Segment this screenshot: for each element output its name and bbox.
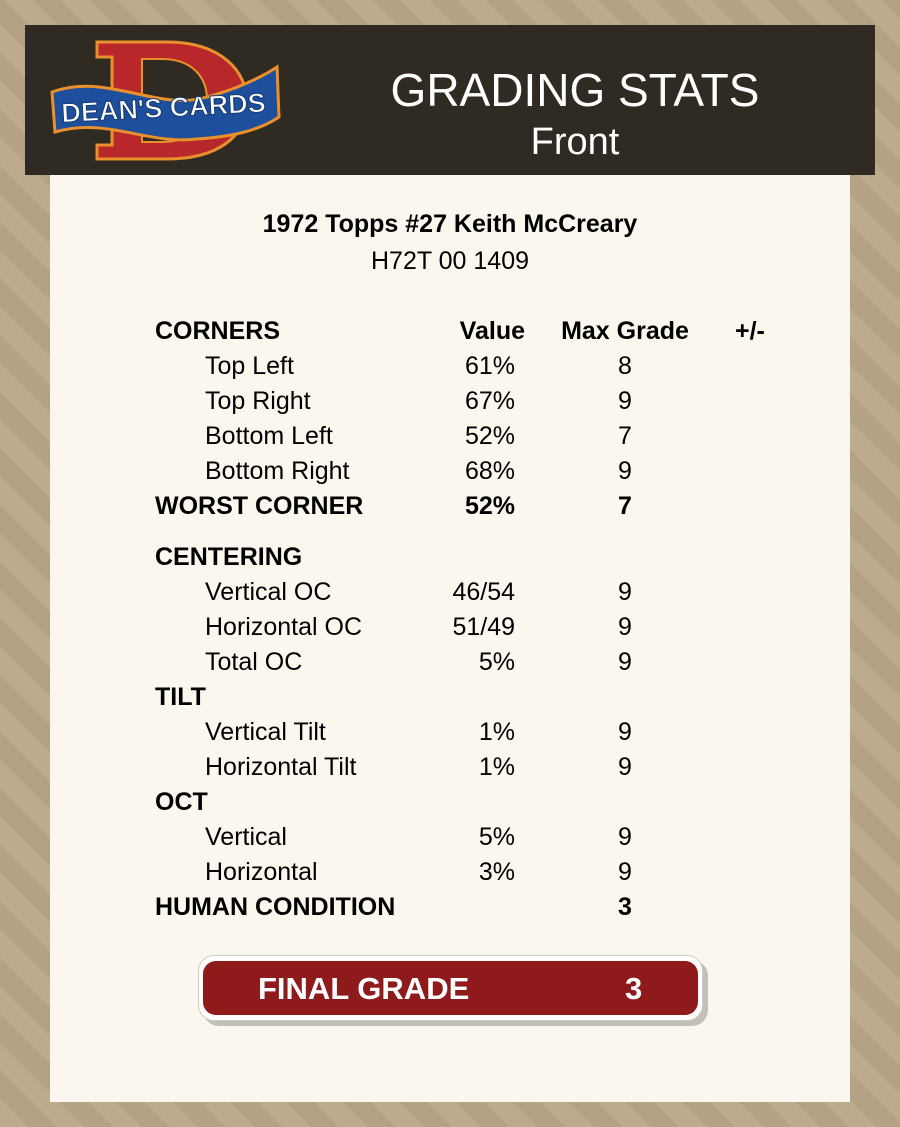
stat-row: Horizontal Tilt 1% 9: [50, 753, 850, 788]
deans-cards-logo: DEAN'S CARDS: [50, 40, 281, 161]
row-value: 46/54: [452, 578, 515, 606]
row-value: 61%: [464, 352, 515, 380]
section-row: OCT: [50, 788, 850, 823]
column-header-max-grade: Max Grade: [561, 317, 689, 345]
row-label: TILT: [155, 683, 206, 711]
row-value: 1%: [478, 718, 515, 746]
stat-row: Vertical OC 46/54 9: [50, 578, 850, 613]
row-max-grade: 9: [618, 823, 632, 851]
row-label: Vertical: [205, 823, 287, 851]
row-max-grade: 7: [618, 492, 632, 520]
stat-row: Horizontal OC 51/49 9: [50, 613, 850, 648]
stat-row: Bottom Right 68% 9: [50, 457, 850, 492]
column-header-plus-minus: +/-: [735, 317, 765, 345]
stat-row: Vertical Tilt 1% 9: [50, 718, 850, 753]
row-label: WORST CORNER: [155, 492, 364, 520]
row-max-grade: 9: [618, 858, 632, 886]
section-row: HUMAN CONDITION 3: [50, 893, 850, 928]
stat-row: Total OC 5% 9: [50, 648, 850, 683]
section-row: CENTERING: [50, 543, 850, 578]
stat-row: Bottom Left 52% 7: [50, 422, 850, 457]
row-max-grade: 9: [618, 718, 632, 746]
row-label: Bottom Left: [205, 422, 333, 450]
final-grade-value: 3: [625, 971, 643, 1006]
row-label: CORNERS: [155, 317, 281, 345]
row-label: Vertical Tilt: [205, 718, 326, 746]
row-value: 5%: [478, 648, 515, 676]
row-max-grade: 9: [618, 387, 632, 415]
row-max-grade: 7: [618, 422, 632, 450]
row-value: 52%: [464, 422, 515, 450]
row-label: Top Right: [205, 387, 311, 415]
row-value: 5%: [478, 823, 515, 851]
final-grade-badge: FINAL GRADE 3: [198, 955, 703, 1021]
row-max-grade: 3: [618, 893, 632, 921]
row-value: 52%: [464, 492, 515, 520]
row-value: 1%: [478, 753, 515, 781]
row-label: CENTERING: [155, 543, 303, 571]
row-label: Horizontal Tilt: [205, 753, 357, 781]
row-label: Horizontal OC: [205, 613, 362, 641]
row-label: OCT: [155, 788, 208, 816]
row-label: Top Left: [205, 352, 294, 380]
row-max-grade: 9: [618, 753, 632, 781]
row-label: Bottom Right: [205, 457, 350, 485]
stats-panel: 1972 Topps #27 Keith McCreary H72T 00 14…: [50, 175, 850, 1102]
row-value: 3%: [478, 858, 515, 886]
header-banner: DEAN'S CARDS GRADING STATS Front: [25, 25, 875, 175]
row-label: Total OC: [205, 648, 303, 676]
stat-row: Top Left 61% 8: [50, 352, 850, 387]
stat-row: Horizontal 3% 9: [50, 858, 850, 893]
stat-row: Vertical 5% 9: [50, 823, 850, 858]
row-max-grade: 8: [618, 352, 632, 380]
row-value: 68%: [464, 457, 515, 485]
row-value: 51/49: [452, 613, 515, 641]
column-header-value: Value: [459, 317, 525, 345]
row-label: Vertical OC: [205, 578, 332, 606]
final-grade-label: FINAL GRADE: [258, 971, 470, 1006]
row-max-grade: 9: [618, 613, 632, 641]
section-row: WORST CORNER 52% 7: [50, 492, 850, 527]
section-row: TILT: [50, 683, 850, 718]
section-row: CORNERS Value Max Grade +/-: [50, 317, 850, 352]
stat-row: Top Right 67% 9: [50, 387, 850, 422]
page-title: GRADING STATS: [390, 64, 760, 116]
row-label: Horizontal: [205, 858, 318, 886]
final-grade-bar: FINAL GRADE 3: [203, 961, 698, 1015]
row-max-grade: 9: [618, 578, 632, 606]
page-subtitle: Front: [530, 121, 620, 163]
row-max-grade: 9: [618, 457, 632, 485]
row-label: HUMAN CONDITION: [155, 893, 396, 921]
row-max-grade: 9: [618, 648, 632, 676]
row-value: 67%: [464, 387, 515, 415]
card-name: 1972 Topps #27 Keith McCreary: [262, 210, 638, 238]
cert-number: H72T 00 1409: [371, 247, 529, 275]
